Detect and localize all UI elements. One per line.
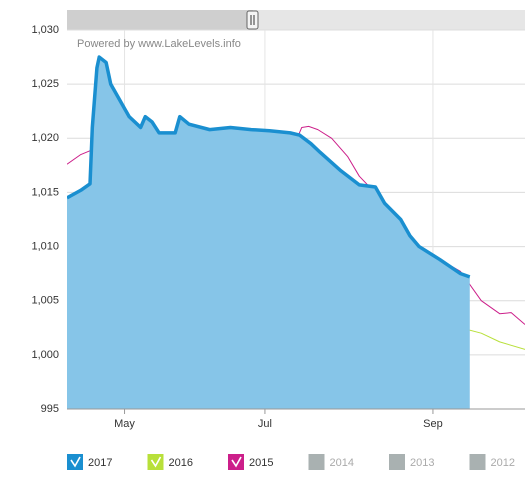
legend-check (70, 456, 81, 468)
legend-check (231, 456, 242, 468)
legend-label: 2014 (330, 457, 354, 469)
y-tick-label: 1,010 (31, 240, 59, 252)
y-tick-label: 1,005 (31, 295, 59, 307)
legend-check (150, 456, 162, 468)
x-tick-label: May (114, 418, 135, 430)
legend-item[interactable]: 2012 (469, 454, 515, 470)
legend-item[interactable]: 2016 (147, 454, 193, 470)
legend-label: 2017 (88, 457, 112, 469)
legend-item[interactable]: 2017 (67, 454, 112, 470)
legend-swatch (147, 454, 164, 470)
legend-item[interactable]: 2014 (308, 454, 354, 470)
line (67, 55, 471, 279)
scrollbar-range[interactable] (67, 10, 253, 30)
area (67, 57, 470, 409)
legend-swatch (67, 454, 83, 470)
legend-swatch (389, 454, 405, 470)
x-tick-label: Sep (423, 418, 443, 430)
legend-swatch (469, 454, 486, 470)
scrollbar-handle[interactable] (246, 10, 259, 30)
legend-label: 2012 (491, 457, 515, 469)
y-tick-label: 1,025 (31, 78, 59, 90)
y-tick-label: 1,015 (31, 186, 59, 198)
x-tick-label: Jul (258, 418, 272, 430)
legend-label: 2015 (249, 457, 273, 469)
legend-swatch (228, 454, 244, 470)
annotation: Powered by www.LakeLevels.info (77, 38, 241, 50)
legend-label: 2013 (410, 457, 434, 469)
legend-swatch (308, 454, 325, 470)
y-tick-label: 1,020 (31, 132, 59, 144)
legend-item[interactable]: 2015 (228, 454, 273, 470)
y-tick-label: 1,000 (31, 349, 59, 361)
legend-item[interactable]: 2013 (389, 454, 434, 470)
y-tick-label: 995 (41, 403, 59, 415)
legend-label: 2016 (169, 457, 193, 469)
y-tick-label: 1,030 (31, 24, 59, 36)
